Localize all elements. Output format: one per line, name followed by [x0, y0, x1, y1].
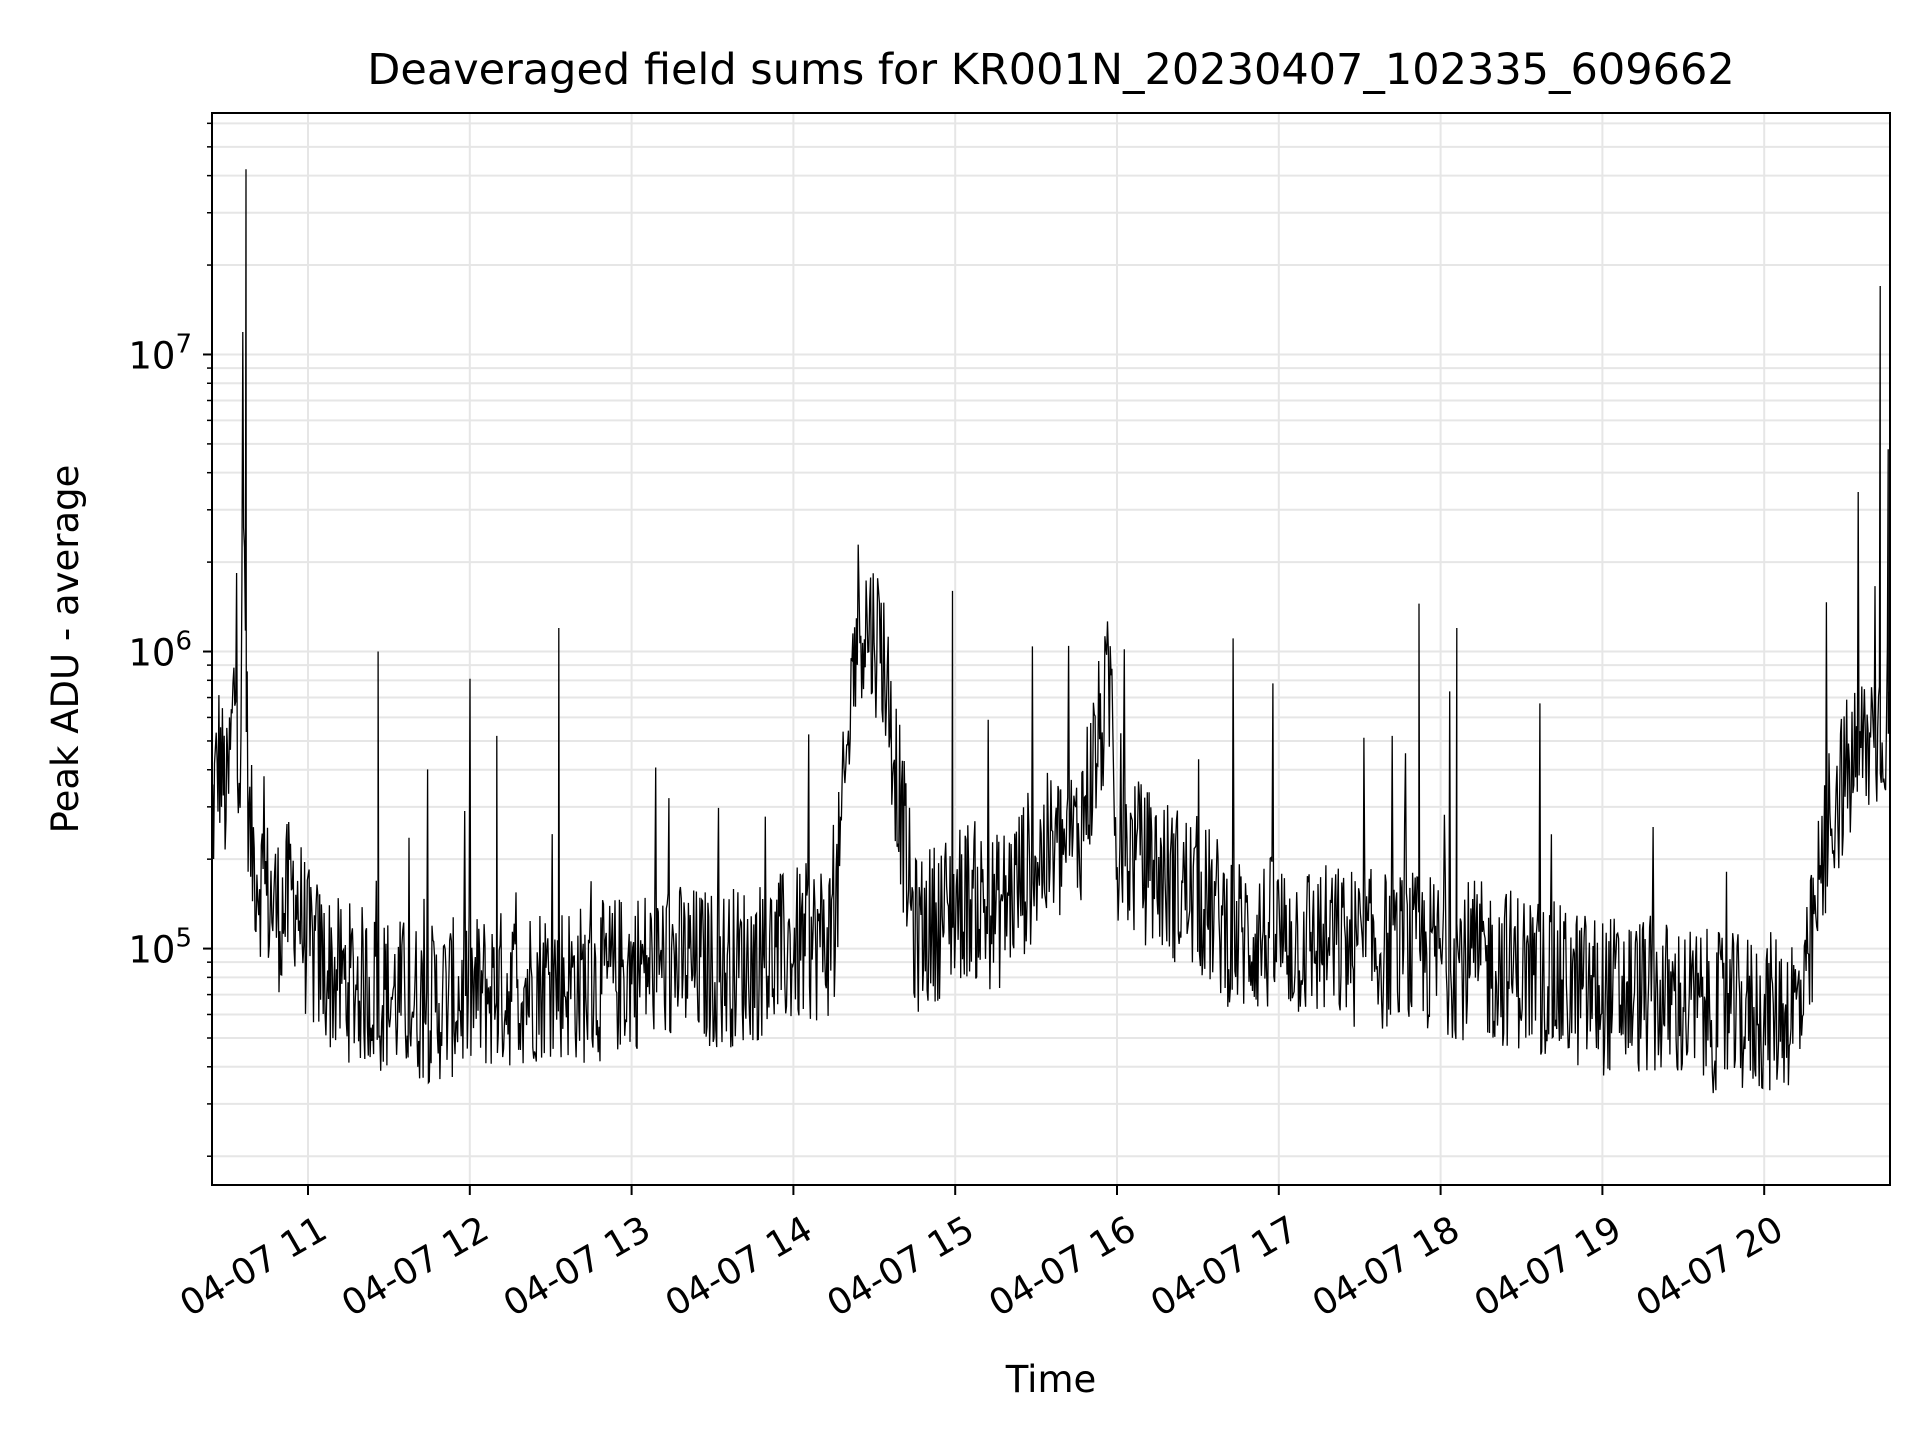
y-tick-label: 105	[128, 924, 192, 972]
x-axis-label: Time	[1005, 1358, 1097, 1401]
plot-frame	[211, 112, 1891, 1186]
chart-title: Deaveraged field sums for KR001N_2023040…	[367, 45, 1734, 95]
y-axis-label: Peak ADU - average	[44, 465, 87, 834]
series-layer	[212, 169, 1890, 1094]
y-tick-label: 106	[128, 627, 192, 675]
series-line-0	[212, 169, 1890, 1094]
y-tick-label: 107	[128, 329, 192, 377]
